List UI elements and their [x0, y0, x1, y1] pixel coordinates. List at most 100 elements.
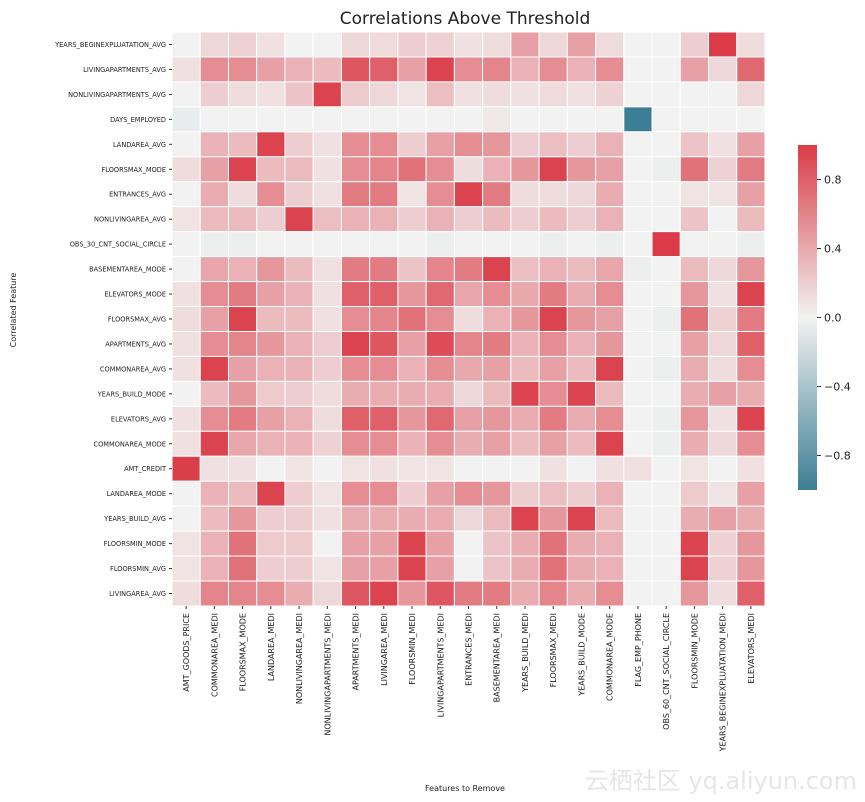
heatmap-cell: [623, 31, 653, 58]
heatmap-cell: [566, 106, 597, 133]
heatmap-cell: [482, 380, 512, 407]
heatmap-cell: [708, 330, 738, 357]
heatmap-cell: [227, 206, 258, 233]
heatmap-cell: [284, 281, 314, 308]
heatmap-cell: [482, 56, 512, 83]
heatmap-cell: [340, 405, 371, 432]
heatmap-cell: [708, 131, 738, 158]
heatmap-cell: [538, 156, 568, 183]
heatmap-cell: [340, 330, 371, 357]
y-tick-label: FLOORSMAX_AVG: [108, 316, 166, 324]
heatmap-cell: [595, 31, 625, 58]
heatmap-cell: [736, 106, 766, 133]
heatmap-cell: [397, 455, 427, 482]
heatmap-cell: [199, 580, 229, 607]
heatmap-cell: [736, 181, 766, 208]
heatmap-cell: [482, 405, 512, 432]
heatmap-cell: [566, 555, 597, 582]
y-tick-label: OBS_30_CNT_SOCIAL_CIRCLE: [70, 241, 166, 249]
heatmap-cell: [397, 380, 427, 407]
heatmap-cell: [171, 181, 201, 208]
heatmap-cell: [453, 380, 484, 407]
x-tick-label: NONLIVINGAREA_MEDI: [295, 613, 304, 704]
heatmap-cell: [453, 256, 484, 283]
heatmap-cell: [595, 56, 625, 83]
heatmap-cell: [623, 181, 653, 208]
heatmap-cell: [425, 306, 455, 332]
heatmap-cell: [284, 156, 314, 183]
heatmap-cell: [171, 256, 201, 283]
heatmap-cell: [397, 206, 427, 233]
heatmap-cell: [256, 430, 286, 457]
heatmap-cell: [510, 206, 540, 233]
heatmap-cell: [679, 231, 710, 258]
heatmap-cell: [199, 530, 229, 557]
heatmap-cell: [651, 430, 681, 457]
heatmap-cell: [679, 306, 710, 332]
y-tick-label: FLOORSMIN_MODE: [104, 540, 166, 548]
heatmap-cell: [340, 380, 371, 407]
heatmap-cell: [397, 555, 427, 582]
heatmap-cell: [312, 355, 342, 382]
heatmap-cell: [369, 31, 399, 58]
x-tick-label: BASEMENTAREA_MEDI: [493, 613, 502, 702]
heatmap-cell: [284, 330, 314, 357]
y-tick-label: LANDAREA_AVG: [113, 141, 166, 149]
heatmap-cell: [227, 380, 258, 407]
heatmap-cell: [397, 306, 427, 332]
heatmap-cell: [227, 156, 258, 183]
heatmap-cell: [566, 206, 597, 233]
heatmap-cell: [256, 156, 286, 183]
heatmap-cell: [623, 580, 653, 607]
y-tick-label: LANDAREA_MODE: [107, 490, 166, 498]
heatmap-cell: [736, 555, 766, 582]
heatmap-cell: [199, 480, 229, 507]
heatmap-cell: [369, 106, 399, 133]
heatmap-cell: [538, 555, 568, 582]
heatmap-cell: [340, 281, 371, 308]
heatmap-cell: [340, 131, 371, 158]
heatmap-cell: [453, 455, 484, 482]
heatmap-cell: [651, 206, 681, 233]
heatmap-cell: [482, 480, 512, 507]
heatmap-cell: [679, 455, 710, 482]
heatmap-cell: [736, 281, 766, 308]
heatmap-cell: [369, 256, 399, 283]
heatmap-cell: [623, 131, 653, 158]
heatmap-cell: [566, 430, 597, 457]
heatmap-cell: [284, 306, 314, 332]
y-tick-label: YEARS_BUILD_AVG: [103, 515, 166, 523]
heatmap-cell: [510, 505, 540, 532]
heatmap-cell: [227, 56, 258, 83]
colorbar-ticks: 0.8 0.4 0.0 −0.4 −0.8: [817, 174, 851, 463]
heatmap-cell: [453, 580, 484, 607]
heatmap-cell: [708, 505, 738, 532]
heatmap-cell: [369, 430, 399, 457]
heatmap-cell: [651, 156, 681, 183]
y-tick-label: LIVINGAREA_AVG: [109, 590, 166, 598]
heatmap-cell: [453, 355, 484, 382]
heatmap-cell: [425, 81, 455, 108]
heatmap-cell: [679, 555, 710, 582]
heatmap-cell: [708, 81, 738, 108]
heatmap-cell: [623, 530, 653, 557]
heatmap-cell: [369, 231, 399, 258]
heatmap-cell: [425, 430, 455, 457]
heatmap-cell: [312, 580, 342, 607]
heatmap-cell: [397, 31, 427, 58]
heatmap-cell: [312, 181, 342, 208]
heatmap-cell: [453, 156, 484, 183]
heatmap-cell: [171, 405, 201, 432]
heatmap-cell: [623, 405, 653, 432]
heatmap-cell: [566, 405, 597, 432]
heatmap-cell: [453, 480, 484, 507]
heatmap-cell: [510, 56, 540, 83]
y-tick-labels: YEARS_BEGINEXPLUATATION_AVG LIVINGAPARTME…: [54, 41, 172, 598]
heatmap-cell: [595, 206, 625, 233]
heatmap-cell: [340, 206, 371, 233]
y-tick-label: DAYS_EMPLOYED: [110, 116, 166, 124]
y-tick-label: BASEMENTAREA_MODE: [89, 266, 166, 274]
heatmap-cell: [397, 580, 427, 607]
x-axis-label: Features to Remove: [425, 784, 505, 793]
